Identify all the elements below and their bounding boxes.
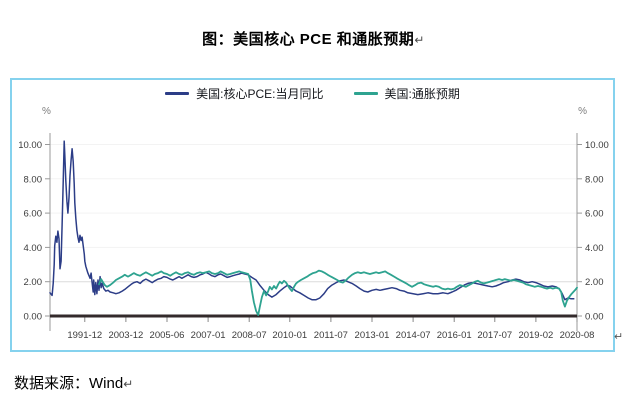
svg-text:2008-07: 2008-07 (232, 330, 267, 341)
svg-text:4.00: 4.00 (585, 243, 604, 254)
data-source-label: 数据来源：Wind↵ (14, 372, 133, 393)
chart-legend: 美国:核心PCE:当月同比 美国:通胀预期 (12, 85, 613, 102)
page-title: 图：美国核心 PCE 和通胀预期↵ (0, 28, 627, 49)
svg-text:1991-12: 1991-12 (67, 330, 102, 341)
data-source-text: 数据来源：Wind (14, 375, 124, 392)
svg-text:10.00: 10.00 (585, 140, 609, 151)
svg-text:4.00: 4.00 (24, 243, 43, 254)
legend-item-inflation-expectation: 美国:通胀预期 (353, 85, 460, 102)
right-axis-unit-label: % (578, 106, 587, 117)
svg-text:2.00: 2.00 (585, 277, 604, 288)
left-axis-unit-label: % (42, 106, 51, 117)
svg-text:2011-07: 2011-07 (314, 330, 348, 341)
core-pce-line-swatch-icon (165, 92, 190, 95)
svg-text:2014-07: 2014-07 (396, 330, 431, 341)
svg-text:2.00: 2.00 (24, 277, 43, 288)
svg-text:10.00: 10.00 (18, 140, 42, 151)
svg-text:2016-01: 2016-01 (437, 330, 472, 341)
paragraph-mark-icon: ↵ (414, 33, 425, 47)
legend-item-core-pce: 美国:核心PCE:当月同比 (165, 85, 324, 102)
svg-text:2003-12: 2003-12 (108, 330, 143, 341)
svg-text:2013-01: 2013-01 (355, 330, 390, 341)
svg-text:8.00: 8.00 (585, 174, 604, 185)
chart-frame: 0.00 0.00 2.00 2.00 4.00 4.00 6.00 6.00 8.00 8.00… (10, 78, 615, 352)
svg-text:8.00: 8.00 (24, 174, 43, 185)
paragraph-mark-icon: ↵ (123, 377, 134, 391)
legend-label-inflation-expectation: 美国:通胀预期 (384, 87, 460, 101)
svg-text:0.00: 0.00 (585, 312, 604, 323)
line-chart-plot: 0.00 0.00 2.00 2.00 4.00 4.00 6.00 6.00 8.00 8.00… (18, 133, 609, 341)
svg-text:2017-07: 2017-07 (477, 330, 512, 341)
svg-text:6.00: 6.00 (24, 209, 43, 220)
svg-text:2020-08: 2020-08 (560, 330, 595, 341)
figure-title-text: 图：美国核心 PCE 和通胀预期 (202, 31, 415, 48)
paragraph-mark-icon: ↵ (614, 331, 624, 343)
svg-text:2010-01: 2010-01 (272, 330, 307, 341)
svg-text:0.00: 0.00 (24, 312, 43, 323)
svg-text:2005-06: 2005-06 (150, 330, 185, 341)
inflation-expectation-line-swatch-icon (353, 92, 378, 95)
svg-text:2007-01: 2007-01 (191, 330, 226, 341)
legend-label-core-pce: 美国:核心PCE:当月同比 (196, 87, 324, 101)
svg-text:6.00: 6.00 (585, 209, 604, 220)
svg-text:2019-02: 2019-02 (518, 330, 553, 341)
